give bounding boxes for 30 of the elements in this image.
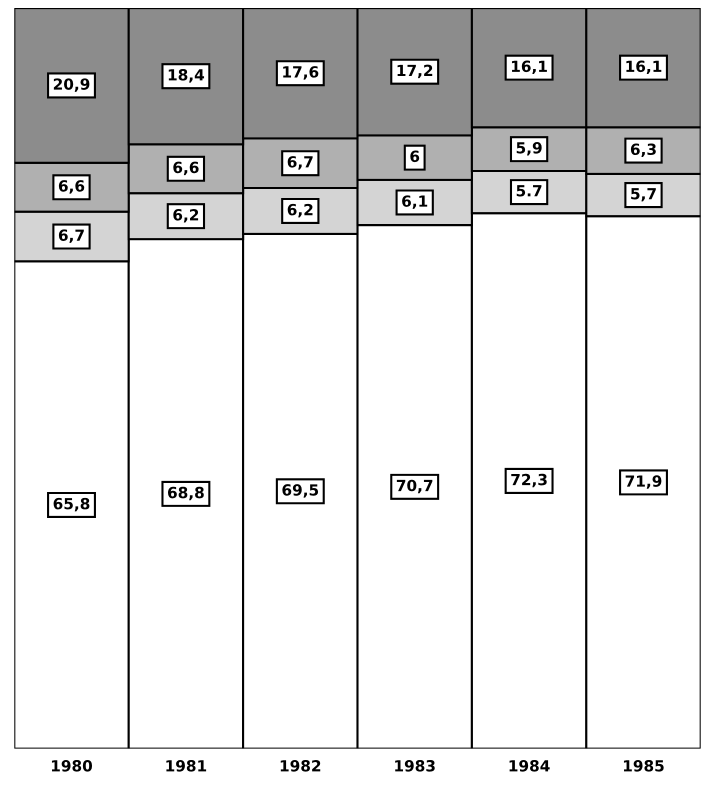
data-label: 6,6	[58, 180, 84, 194]
data-label: 6,6	[173, 162, 199, 176]
x-tick-label: 1985	[624, 760, 664, 772]
data-label: 6,2	[173, 209, 198, 223]
x-tick-label: 1984	[510, 760, 550, 772]
x-tick-label: 1982	[280, 760, 320, 772]
data-label: 70,7	[396, 480, 432, 494]
data-label: 5,9	[516, 142, 542, 156]
data-label: 71,9	[626, 475, 662, 489]
data-label: 20,9	[54, 78, 90, 92]
data-label: 65,8	[54, 498, 90, 512]
data-label: 16,1	[626, 60, 662, 74]
data-label: 16,1	[512, 60, 547, 74]
data-label: 5,7	[631, 188, 656, 202]
data-label: 6	[410, 150, 420, 162]
data-label: 5.7	[516, 185, 542, 197]
data-label: 6,7	[288, 156, 313, 170]
x-tick-label: 1981	[166, 760, 206, 772]
data-label: 6,3	[630, 143, 656, 157]
data-label: 72,3	[511, 474, 547, 488]
data-label: 6,7	[58, 229, 84, 243]
x-tick-label: 1983	[395, 760, 435, 772]
x-tick-label: 1980	[52, 760, 92, 772]
data-label: 6,2	[288, 204, 313, 218]
data-label: 69,5	[282, 484, 318, 498]
data-label: 17,2	[398, 64, 432, 78]
data-label: 18,4	[168, 69, 204, 83]
data-label: 17,6	[283, 66, 318, 80]
data-label: 68,8	[168, 486, 204, 500]
data-label: 6,1	[402, 195, 428, 209]
